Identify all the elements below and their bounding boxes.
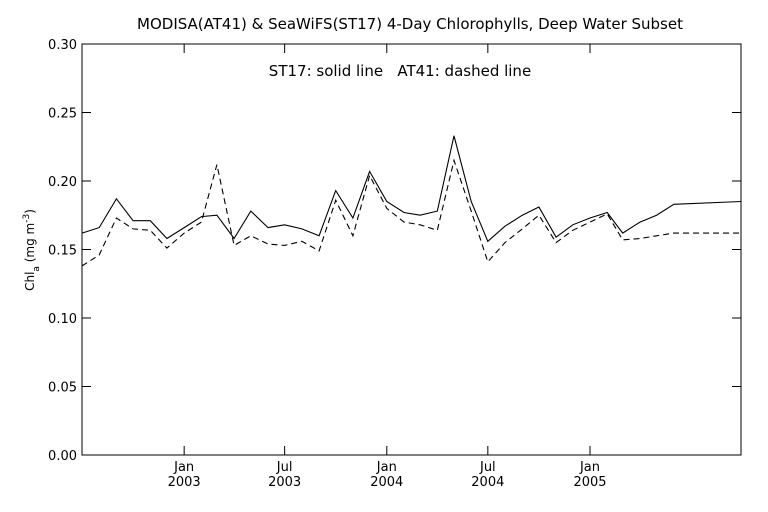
series-line-at41 [81,158,741,267]
y-label-main: Chl [23,272,37,291]
y-tick-label: 0.05 [48,381,77,396]
y-label-superscript: -3 [22,214,32,223]
y-label-subscript: a [32,266,42,272]
axes-group: 0.000.050.100.150.200.250.30Jan2003Jul20… [48,38,742,490]
y-tick-label: 0.30 [48,38,77,53]
x-tick-month-label: Jan [173,460,194,475]
y-label-unit-close: ) [23,209,37,214]
y-tick-label: 0.25 [48,107,77,122]
line-style-annotation: ST17: solid line AT41: dashed line [269,62,531,80]
x-tick-year-label: 2005 [573,475,606,490]
series-group [81,135,742,267]
x-tick-month-label: Jul [276,460,293,475]
y-tick-label: 0.00 [48,449,77,464]
x-tick-year-label: 2003 [168,475,201,490]
y-tick-label: 0.10 [48,312,77,327]
y-axis-label: Chla (mg m-3) [22,209,42,291]
x-tick-month-label: Jan [376,460,397,475]
chart-title: MODISA(AT41) & SeaWiFS(ST17) 4-Day Chlor… [137,15,683,33]
x-tick-month-label: Jan [579,460,600,475]
y-tick-label: 0.20 [48,175,77,190]
x-tick-month-label: Jul [479,460,496,475]
x-tick-year-label: 2004 [471,475,504,490]
x-tick-year-label: 2003 [268,475,301,490]
y-label-unit: (mg m [23,223,37,266]
x-tick-year-label: 2004 [370,475,403,490]
y-tick-label: 0.15 [48,244,77,259]
series-line-st17 [81,135,742,243]
plot-frame [81,43,742,456]
